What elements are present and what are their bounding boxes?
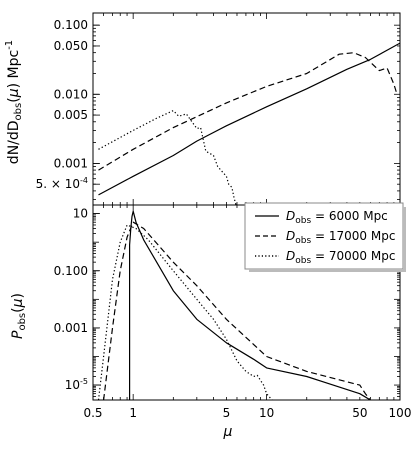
y-tick-label: 10 [73, 207, 88, 221]
legend-entry-70000: Dobs = 70000 Mpc [286, 249, 395, 266]
x-tick-label: 0.5 [83, 406, 102, 420]
series-line-dotted [98, 109, 237, 205]
series-line-dashed [98, 52, 398, 171]
y-tick-label: 0.005 [54, 108, 88, 122]
y-tick-label: 0.100 [54, 18, 88, 32]
series-line-solid [98, 42, 400, 196]
legend-shadow-bottom [249, 269, 406, 272]
legend: Dobs = 6000 Mpc Dobs = 17000 Mpc Dobs = … [244, 202, 406, 272]
series-line-dashed [103, 221, 371, 400]
top-panel: 5. × 10-4 0.001 0.005 0.010 0.050 0.100 [36, 12, 401, 206]
y-tick-label: 0.001 [54, 156, 88, 170]
legend-entry-6000: Dobs = 6000 Mpc [286, 209, 388, 226]
plot-frame [92, 12, 401, 206]
y-tick-label: 5. × 10-4 [36, 176, 88, 191]
x-tick-label: 100 [389, 406, 412, 420]
y-tick-label: 0.001 [54, 321, 88, 335]
x-tick-label: 10 [259, 406, 274, 420]
series-line-solid [129, 210, 371, 400]
y-tick-label: 0.050 [54, 39, 88, 53]
x-tick-label: 1 [129, 406, 137, 420]
y-tick-label: 10-5 [65, 377, 88, 392]
bottom-ylabel: Pobs(μ) [10, 293, 28, 339]
legend-entry-17000: Dobs = 17000 Mpc [286, 229, 395, 246]
y-tick-label: 0.010 [54, 87, 88, 101]
x-tick-label: 50 [352, 406, 367, 420]
y-tick-label: 0.100 [54, 264, 88, 278]
legend-shadow [403, 207, 406, 271]
top-ylabel: dN/dDobs(μ) Mpc-1 [4, 40, 24, 164]
x-axis-label: μ [223, 424, 233, 440]
x-tick-label: 5 [223, 406, 231, 420]
